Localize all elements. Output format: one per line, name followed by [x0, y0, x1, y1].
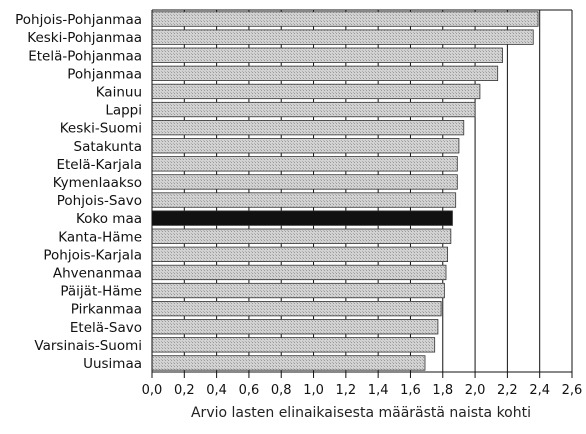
x-tick-label: 0,0 — [142, 383, 163, 398]
x-tick-label: 1,6 — [400, 383, 421, 398]
bar — [151, 228, 452, 244]
category-label: Keski-Suomi — [60, 121, 142, 137]
category-label: Kainuu — [96, 84, 142, 100]
x-tick-label: 1,8 — [432, 383, 453, 398]
bar — [151, 192, 457, 208]
category-label: Kymenlaakso — [53, 175, 142, 191]
bar — [151, 156, 458, 172]
category-label: Pohjois-Savo — [57, 193, 142, 209]
bar-highlight — [151, 210, 453, 226]
bar — [151, 246, 449, 262]
category-label: Keski-Pohjanmaa — [27, 30, 142, 46]
x-tick-label: 0,2 — [174, 383, 195, 398]
bar — [151, 101, 476, 118]
category-label: Pohjois-Karjala — [43, 247, 142, 263]
bar — [151, 83, 481, 100]
bar — [151, 29, 534, 45]
category-label: Lappi — [105, 103, 142, 119]
x-axis-label: Arvio lasten elinaikaisesta määrästä nai… — [190, 405, 532, 421]
category-label: Koko maa — [76, 211, 142, 227]
x-tick-label: 0,4 — [206, 383, 227, 398]
x-tick-label: 1,2 — [336, 383, 357, 398]
bar — [151, 47, 503, 63]
category-label: Ahvenanmaa — [53, 265, 142, 281]
bar — [151, 174, 458, 190]
x-tick-label: 2,6 — [562, 383, 583, 398]
category-label: Pirkanmaa — [71, 302, 142, 318]
bar — [151, 11, 539, 27]
category-label: Kanta-Häme — [58, 229, 142, 245]
bar — [151, 337, 436, 353]
x-tick-label: 1,0 — [303, 383, 324, 398]
category-label: Pohjanmaa — [67, 66, 142, 82]
x-tick-label: 2,4 — [529, 383, 550, 398]
x-tick-label: 0,6 — [239, 383, 260, 398]
x-tick-label: 0,8 — [271, 383, 292, 398]
category-label: Uusimaa — [83, 356, 142, 372]
bar — [151, 355, 426, 371]
category-label: Satakunta — [74, 139, 143, 155]
category-label: Etelä-Pohjanmaa — [28, 48, 142, 64]
x-tick-label: 2,0 — [465, 383, 486, 398]
x-tick-label: 1,4 — [368, 383, 389, 398]
bar — [151, 138, 460, 154]
x-tick-label: 2,2 — [497, 383, 518, 398]
bar — [151, 301, 442, 317]
bar — [151, 65, 499, 81]
category-label: Varsinais-Suomi — [34, 338, 142, 354]
category-label: Päijät-Häme — [60, 284, 142, 300]
category-label: Etelä-Karjala — [56, 157, 142, 173]
bar — [151, 282, 445, 299]
bar — [151, 319, 439, 335]
bar — [151, 120, 465, 136]
category-label: Pohjois-Pohjanmaa — [15, 12, 142, 28]
bar — [151, 264, 447, 281]
category-label: Etelä-Savo — [70, 320, 142, 336]
